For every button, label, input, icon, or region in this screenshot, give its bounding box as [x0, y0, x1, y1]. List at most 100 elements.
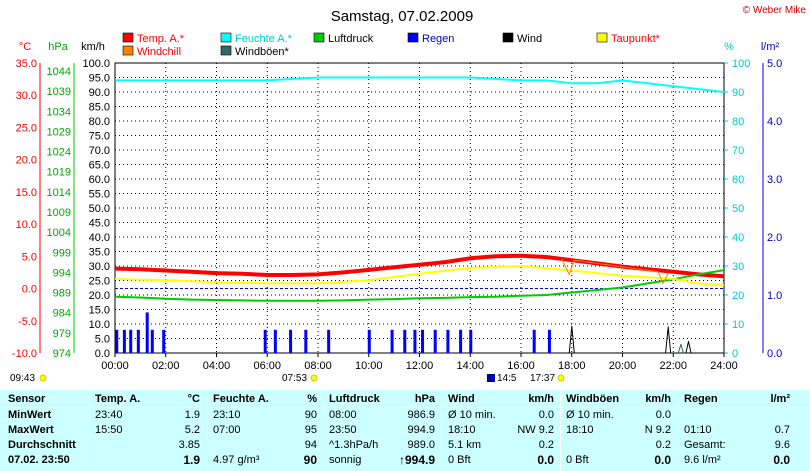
humidity-unit-label: % — [724, 41, 734, 53]
pressure-tick-label: 1019 — [47, 167, 71, 179]
stats-table: Sensor Temp. A. °C Feuchte A. % Luftdruc… — [0, 390, 810, 471]
header-wind: Wind — [448, 393, 475, 405]
rain-bar — [289, 329, 293, 353]
wind-tick-label: 90.0 — [89, 87, 110, 99]
legend-swatch — [596, 32, 608, 43]
pressure-value: ↑994.9 — [398, 453, 435, 467]
gust-value: N 9.2 — [644, 424, 671, 436]
feuchte-a-line — [115, 76, 725, 93]
copyright-label: © Weber Mike — [743, 5, 807, 16]
header-temp-unit: °C — [187, 393, 200, 405]
pressure-tick-label: 1009 — [47, 207, 71, 219]
rain-label: 9.6 l/m² — [684, 454, 721, 466]
stats-row-label: 07.02. 23:50 — [8, 454, 70, 466]
rain-bar — [263, 329, 267, 353]
wind-tick-label: 60.0 — [89, 174, 110, 186]
header-humidity: Feuchte A. — [213, 393, 269, 405]
header-pressure-unit: hPa — [414, 393, 435, 405]
rain-bar — [469, 329, 473, 353]
rain-bar — [145, 312, 149, 353]
gust-label: 0 Bft — [566, 454, 589, 466]
rain-bar — [304, 329, 308, 353]
time-tick-label: 06:00 — [253, 360, 281, 372]
gust-label: Ø 10 min. — [566, 409, 614, 421]
temp-tick-label: 5.0 — [22, 251, 37, 263]
rain-tick-label: 5.0 — [767, 58, 782, 70]
pressure-tick-label: 1044 — [47, 66, 71, 78]
rain-bar — [433, 329, 437, 353]
rain-tick-label: 2.0 — [767, 232, 782, 244]
rain-bar — [122, 329, 126, 353]
legend-label: Temp. A.* — [137, 33, 185, 45]
rain-bar — [150, 329, 154, 353]
humidity-tick-label: 70 — [732, 145, 744, 157]
time-tick-label: 24:00 — [710, 360, 738, 372]
wind-tick-label: 40.0 — [89, 232, 110, 244]
wind-tick-label: 20.0 — [89, 290, 110, 302]
taupunkt-line — [114, 265, 725, 287]
humidity-value: 90 — [303, 453, 317, 467]
wind-unit-label: km/h — [81, 41, 105, 53]
windchill-line — [561, 258, 669, 284]
pressure-tick-label: 979 — [53, 328, 71, 340]
legend-label: Windböen* — [235, 46, 290, 58]
temp-time: 15:50 — [95, 424, 123, 436]
pressure-tick-label: 1004 — [47, 227, 71, 239]
rain-bar — [459, 329, 463, 353]
header-gust-unit: km/h — [645, 393, 671, 405]
humidity-time: 23:10 — [213, 409, 241, 421]
rain-value: 0.0 — [773, 453, 790, 467]
rain-value: 9.6 — [774, 439, 790, 451]
moonset-icon — [487, 374, 495, 382]
wind-tick-label: 10.0 — [89, 319, 110, 331]
wind-tick-label: 45.0 — [89, 218, 110, 230]
rain-bar — [547, 329, 551, 353]
moonset-label: 14:5 — [497, 373, 517, 384]
temp-tick-label: 35.0 — [16, 58, 37, 70]
rain-tick-label: 1.0 — [767, 290, 782, 302]
pressure-time: sonnig — [329, 454, 362, 466]
header-rain: Regen — [684, 393, 718, 405]
legend-label: Windchill — [137, 46, 181, 58]
wind-tick-label: 85.0 — [89, 102, 110, 114]
sunrise-icon — [310, 374, 318, 382]
temp-tick-label: -10.0 — [12, 348, 37, 360]
humidity-time: 07:00 — [213, 424, 241, 436]
temp-value: 1.9 — [184, 409, 200, 421]
pressure-tick-label: 989 — [53, 288, 71, 300]
wind-tick-label: 30.0 — [89, 261, 110, 273]
wind-label: 0 Bft — [448, 454, 471, 466]
rain-value: 0.7 — [774, 424, 790, 436]
pressure-tick-label: 1039 — [47, 86, 71, 98]
rain-bar — [421, 329, 425, 353]
stats-row-label: MinWert — [8, 409, 52, 421]
rain-unit-label: l/m² — [761, 41, 780, 53]
wind-tick-label: 100.0 — [82, 58, 110, 70]
time-tick-label: 08:00 — [304, 360, 332, 372]
humidity-value: 90 — [304, 409, 317, 421]
wind-tick-label: 5.0 — [95, 334, 110, 346]
wind-tick-label: 55.0 — [89, 189, 110, 201]
rain-label: Gesamt: — [684, 439, 726, 451]
time-tick-label: 00:00 — [101, 360, 129, 372]
moonrise-label: 09:43 — [10, 373, 35, 384]
pressure-tick-label: 1024 — [47, 147, 71, 159]
pressure-tick-label: 984 — [53, 308, 71, 320]
wind-line — [568, 325, 692, 354]
stats-row-label: MaxWert — [8, 424, 54, 436]
wind-tick-label: 70.0 — [89, 145, 110, 157]
rain-bar — [413, 329, 417, 353]
rain-bar — [446, 329, 450, 353]
pressure-tick-label: 1014 — [47, 187, 71, 199]
chart-title: Samstag, 07.02.2009 — [331, 8, 474, 25]
rain-bar — [136, 329, 140, 353]
humidity-tick-label: 30 — [732, 261, 744, 273]
header-wind-unit: km/h — [528, 393, 554, 405]
time-tick-label: 20:00 — [609, 360, 637, 372]
temp-tick-label: 25.0 — [16, 122, 37, 134]
gust-value: 0.0 — [654, 453, 671, 467]
header-temp: Temp. A. — [95, 393, 141, 405]
wind-label: 18:10 — [448, 424, 476, 436]
wind-value: 0.2 — [538, 439, 554, 451]
temp-unit-label: °C — [19, 41, 31, 53]
